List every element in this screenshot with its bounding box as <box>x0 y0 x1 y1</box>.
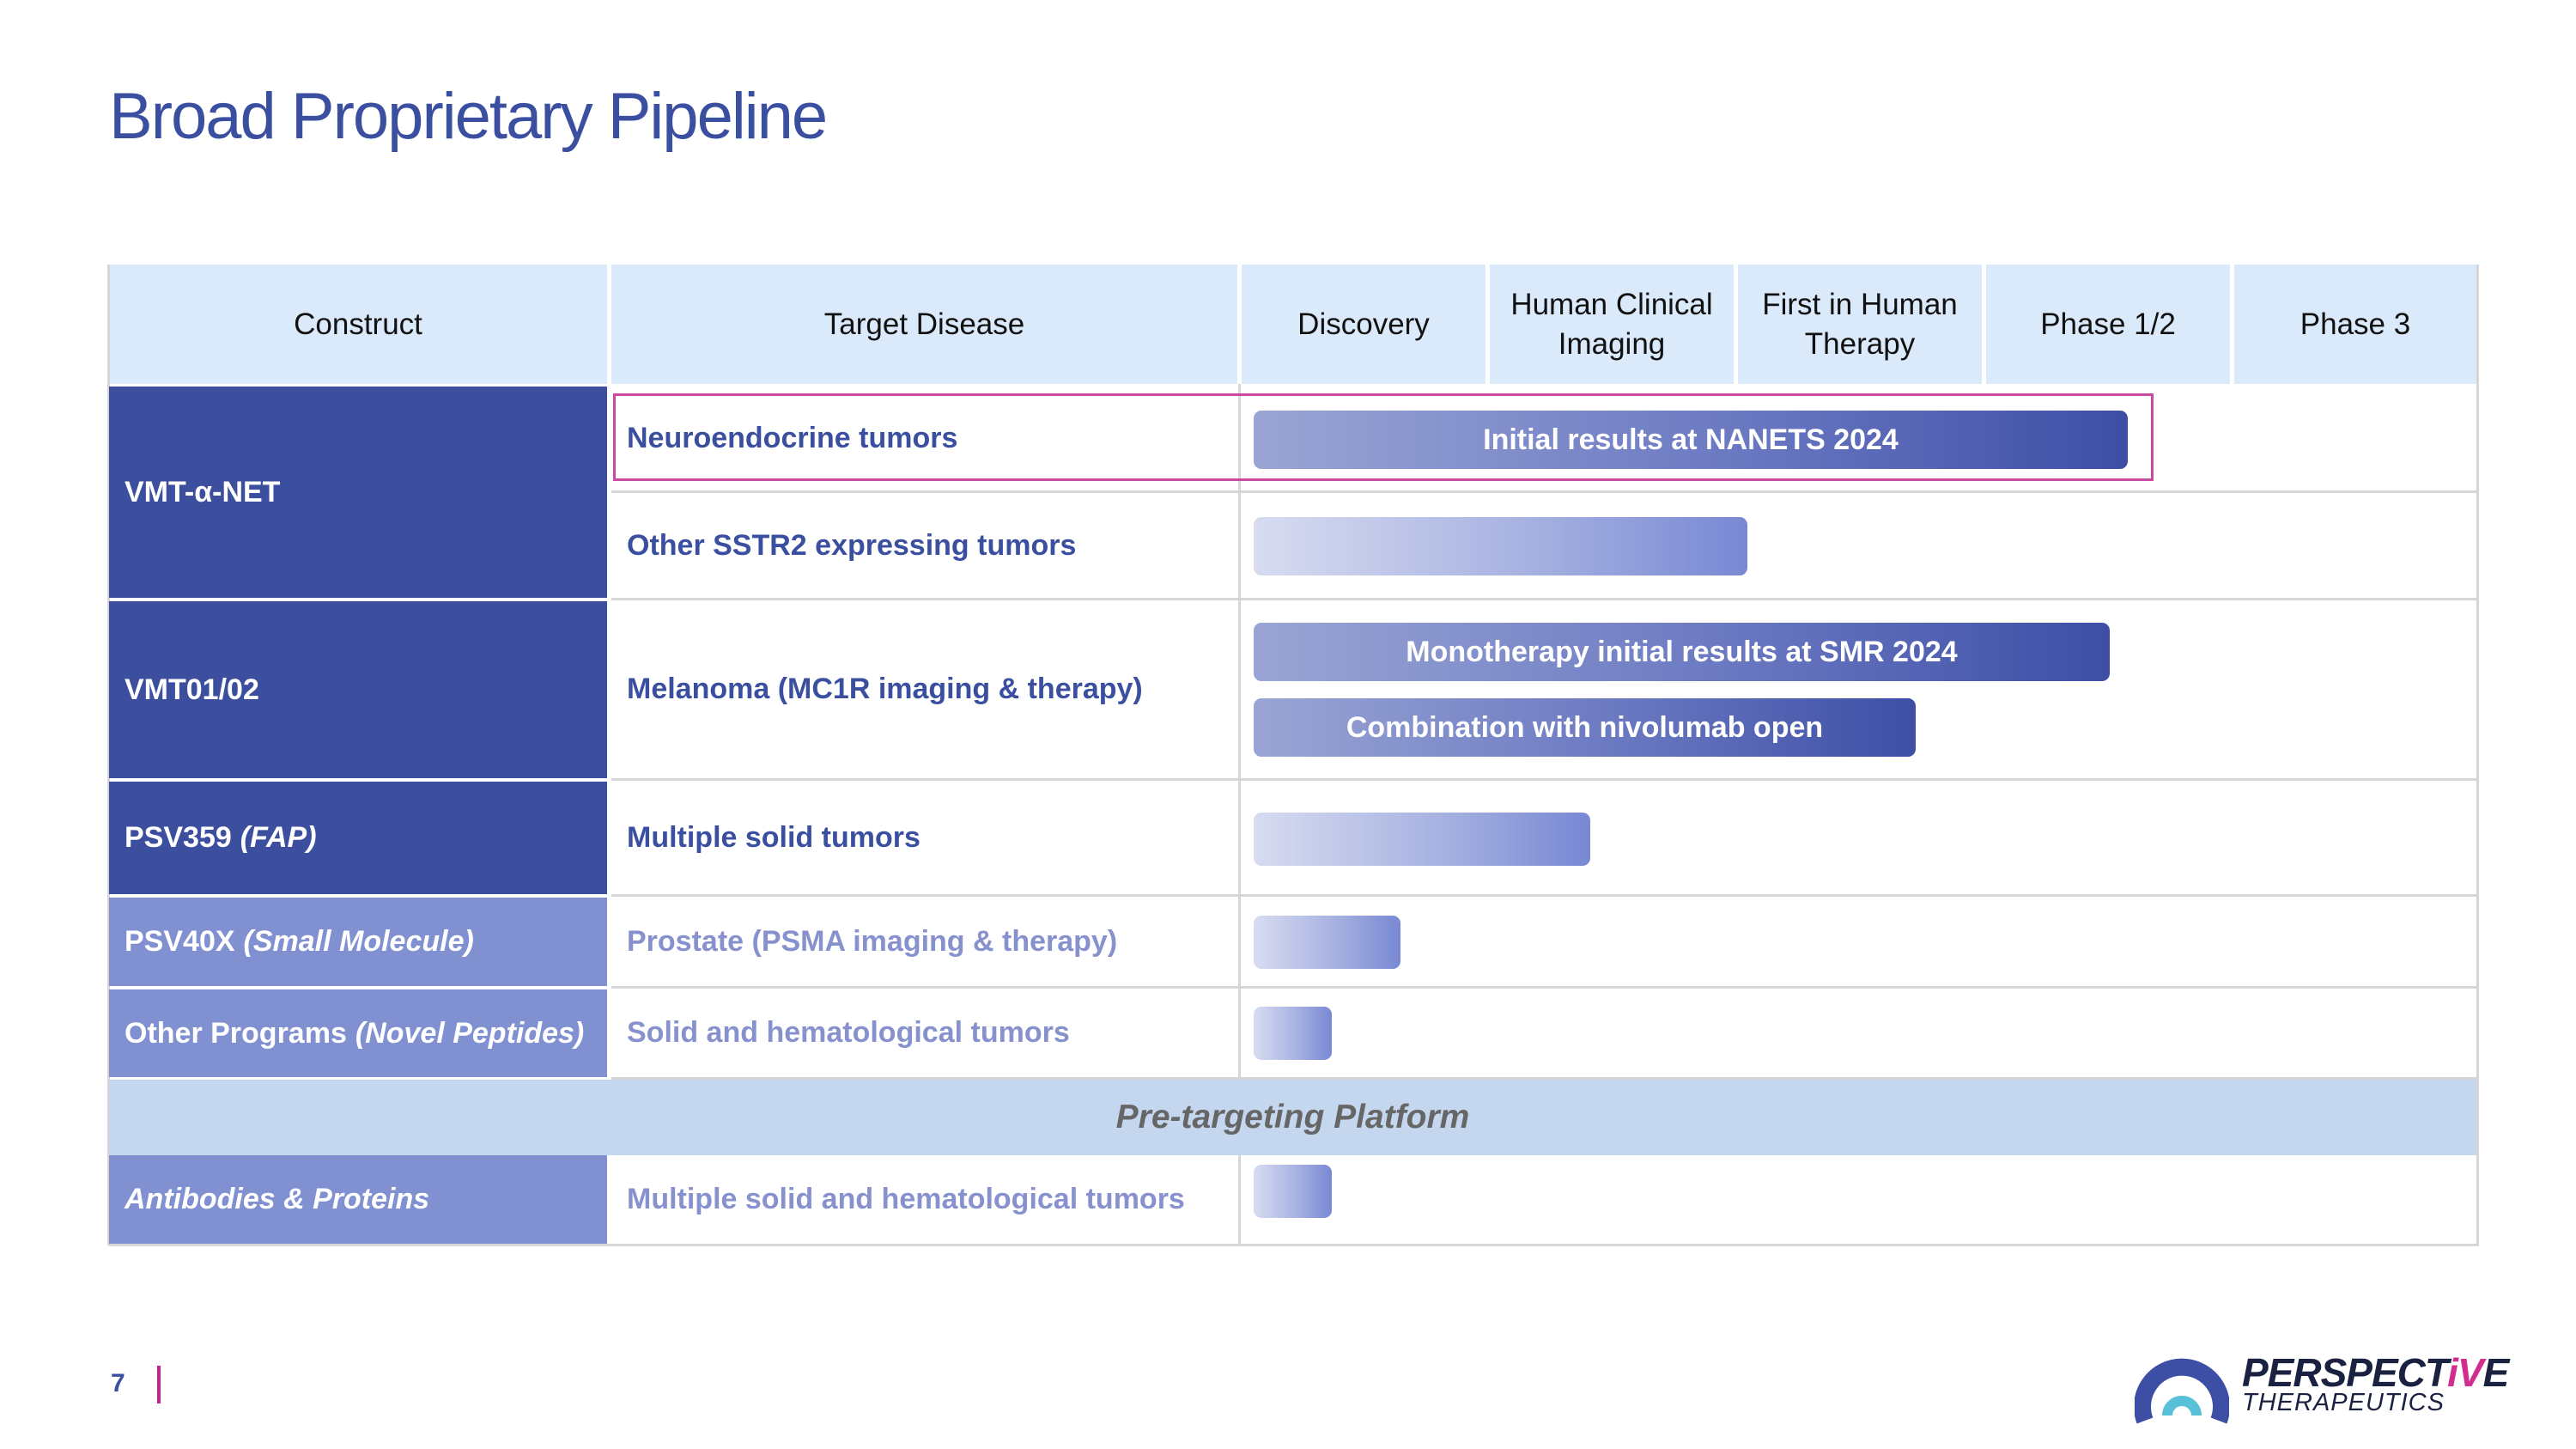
disease-prostate: Prostate (PSMA imaging & therapy) <box>627 924 1118 958</box>
header-fih-line2: Therapy <box>1804 326 1916 361</box>
construct-antibodies-label: Antibodies & Proteins <box>125 1183 430 1215</box>
pretargeting-platform-banner: Pre-targeting Platform <box>109 1080 2476 1155</box>
construct-other-programs: Other Programs (Novel Peptides) <box>109 989 607 1077</box>
logo-wordmark-part2: E <box>2482 1350 2510 1395</box>
construct-psv40x-label: PSV40X <box>125 925 235 958</box>
disease-multiple-solid: Multiple solid tumors <box>627 820 920 854</box>
construct-psv40x-note: (Small Molecule) <box>243 925 474 958</box>
construct-psv40x: PSV40X (Small Molecule) <box>109 898 607 986</box>
construct-antibodies: Antibodies & Proteins <box>109 1155 607 1244</box>
page-number: 7 <box>111 1369 125 1397</box>
bar-sstr2 <box>1254 517 1747 575</box>
bar-melanoma-monotherapy: Monotherapy initial results at SMR 2024 <box>1254 623 2110 681</box>
row-divider <box>611 1077 2476 1080</box>
row-divider <box>611 598 2476 600</box>
header-phase-1-2: Phase 1/2 <box>1986 265 2230 384</box>
header-human-clinical-imaging: Human Clinical Imaging <box>1490 265 1734 384</box>
bar-solid-heme <box>1254 1007 1332 1060</box>
header-construct-label: Construct <box>294 307 422 341</box>
column-divider <box>1238 1155 1241 1245</box>
header-discovery-label: Discovery <box>1297 307 1430 341</box>
page-number-divider <box>157 1366 161 1403</box>
disease-solid-heme: Solid and hematological tumors <box>627 1016 1070 1049</box>
construct-psv359-note: (FAP) <box>240 821 317 854</box>
construct-psv359: PSV359 (FAP) <box>109 782 607 894</box>
logo-wordmark: PERSPECTiVE <box>2242 1349 2510 1396</box>
header-discovery: Discovery <box>1242 265 1485 384</box>
bar-melanoma-combination: Combination with nivolumab open <box>1254 698 1916 757</box>
construct-vmt01-02: VMT01/02 <box>109 601 607 778</box>
header-hci-line1: Human Clinical <box>1510 288 1713 321</box>
header-hci-line2: Imaging <box>1558 326 1666 361</box>
column-divider <box>1238 384 1241 1077</box>
bar-multiple-solid-heme <box>1254 1165 1332 1218</box>
row-divider <box>611 894 2476 897</box>
disease-multiple-solid-heme: Multiple solid and hematological tumors <box>627 1183 1185 1215</box>
bar-neuroendocrine: Initial results at NANETS 2024 <box>1254 411 2128 469</box>
construct-other-programs-note: (Novel Peptides) <box>355 1016 585 1050</box>
construct-vmt01-02-label: VMT01/02 <box>125 673 259 706</box>
header-phase12-label: Phase 1/2 <box>2040 307 2176 341</box>
table-border-right <box>2476 265 2479 1245</box>
construct-vmt-alpha-net: VMT-α-NET <box>109 387 607 598</box>
logo-subtitle: THERAPEUTICS <box>2242 1389 2445 1416</box>
bar-neuroendocrine-label: Initial results at NANETS 2024 <box>1483 423 1899 456</box>
construct-psv359-label: PSV359 <box>125 821 232 854</box>
row-divider <box>611 986 2476 989</box>
header-fih-line1: First in Human <box>1762 288 1958 321</box>
construct-vmt-alpha-net-label: VMT-α-NET <box>125 475 281 508</box>
row-divider <box>611 778 2476 781</box>
logo-wordmark-part1: PERSPECT <box>2242 1350 2448 1395</box>
table-border-left <box>107 265 110 1245</box>
bar-combination-label: Combination with nivolumab open <box>1346 710 1824 744</box>
disease-neuroendocrine: Neuroendocrine tumors <box>627 422 958 454</box>
bar-multiple-solid <box>1254 813 1590 866</box>
header-first-in-human: First in Human Therapy <box>1738 265 1982 384</box>
neuroendocrine-highlight-box <box>613 393 2154 481</box>
perspective-logo-icon <box>2134 1342 2230 1428</box>
page-title: Broad Proprietary Pipeline <box>109 80 828 153</box>
header-construct: Construct <box>109 265 607 384</box>
header-target-disease-label: Target Disease <box>823 307 1025 341</box>
disease-melanoma: Melanoma (MC1R imaging & therapy) <box>627 673 1143 705</box>
disease-sstr2: Other SSTR2 expressing tumors <box>627 528 1077 562</box>
logo-wordmark-accent: iV <box>2447 1350 2483 1395</box>
bar-prostate <box>1254 916 1400 969</box>
row-divider <box>611 490 2476 493</box>
header-phase-3: Phase 3 <box>2234 265 2476 384</box>
header-target-disease: Target Disease <box>611 265 1237 384</box>
row-divider <box>109 1244 2479 1246</box>
header-phase3-label: Phase 3 <box>2300 307 2411 341</box>
bar-monotherapy-label: Monotherapy initial results at SMR 2024 <box>1406 635 1958 668</box>
construct-other-programs-label: Other Programs <box>125 1016 347 1050</box>
